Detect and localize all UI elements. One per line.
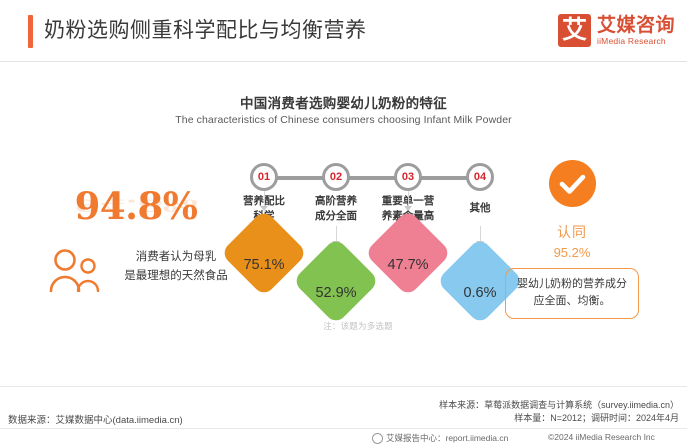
chart-subtitle: The characteristics of Chinese consumers… — [175, 114, 512, 126]
step-connector-1 — [274, 176, 346, 180]
footer-copyright: ©2024 iiMedia Research Inc — [548, 432, 655, 442]
category-label-4: 其他 — [469, 202, 491, 214]
logo-name-en: iiMedia Research — [596, 35, 666, 46]
footer-sample-source: 样本来源：草莓派数据调查与计算系统（survey.iimedia.cn） — [439, 400, 679, 410]
step-connector-2 — [346, 176, 418, 180]
footer-data-source: 数据来源：艾媒数据中心(data.iimedia.cn) — [8, 415, 183, 426]
category-label-2: 高阶营养 成分全面 — [315, 195, 357, 222]
guide-arrow-1 — [260, 206, 268, 211]
page-title: 奶粉选购侧重科学配比与均衡营养 — [44, 19, 367, 42]
footer-divider — [0, 386, 687, 387]
report-center-icon — [372, 432, 383, 444]
headline-stat-caption: 消费者认为母乳 是最理想的天然食品 — [106, 248, 246, 286]
footer-report-center: 艾媒报告中心：report.iimedia.cn — [372, 432, 508, 444]
footer-sample-info: 样本量：N=2012；调研时间：2024年4月 — [514, 413, 679, 423]
footer-report-center-label: 艾媒报告中心：report.iimedia.cn — [386, 433, 509, 443]
agree-statement-box: 婴幼儿奶粉的营养成分 应全面、均衡。 — [505, 268, 639, 319]
check-icon — [549, 160, 596, 207]
logo-glyph: 艾 — [561, 16, 587, 44]
header-accent-bar — [28, 15, 33, 48]
guide-line-4 — [480, 226, 481, 242]
guide-line-1 — [264, 191, 265, 207]
value-label-3: 47.7% — [387, 257, 429, 273]
guide-line-2 — [336, 226, 337, 242]
value-label-1: 75.1% — [243, 257, 285, 273]
step-circle-1: 01 — [250, 163, 278, 191]
value-diamond-2 — [292, 237, 380, 325]
agree-label: 认同 — [557, 224, 587, 240]
guide-arrow-3 — [404, 206, 412, 211]
step-connector-3 — [418, 176, 476, 180]
check-circle-background — [549, 160, 596, 207]
headline-caption-line-1: 消费者认为母乳 — [135, 251, 217, 263]
logo-name-cn: 艾媒咨询 — [596, 14, 675, 36]
value-label-2: 52.9% — [315, 285, 357, 301]
agree-statement-line-1: 婴幼儿奶粉的营养成分 — [517, 278, 627, 290]
step-circle-3: 03 — [394, 163, 422, 191]
step-circle-2: 02 — [322, 163, 350, 191]
agree-statement-line-2: 应全面、均衡。 — [533, 295, 611, 307]
agree-value: 95.2% — [553, 245, 591, 260]
bottom-bar — [0, 428, 687, 447]
logo-mark-icon: 艾 — [557, 14, 591, 47]
chart-title: 中国消费者选购婴幼儿奶粉的特征 — [240, 96, 447, 111]
headline-caption-line-2: 是最理想的天然食品 — [124, 270, 228, 282]
value-label-4: 0.6% — [463, 285, 497, 301]
guide-line-3 — [408, 191, 409, 207]
page-header: 奶粉选购侧重科学配比与均衡营养 艾 艾媒咨询 iiMedia Research — [0, 0, 687, 62]
logo-text-block: 艾媒咨询 iiMedia Research — [597, 15, 675, 47]
step-track: 01 02 03 04 — [250, 163, 500, 193]
people-icon — [48, 248, 104, 297]
step-circle-4: 04 — [466, 163, 494, 191]
chart-note: 注：该题为多选题 — [323, 321, 393, 331]
headline-stat-value: 94.8% — [74, 184, 198, 228]
brand-logo: 艾 艾媒咨询 iiMedia Research — [557, 14, 675, 47]
